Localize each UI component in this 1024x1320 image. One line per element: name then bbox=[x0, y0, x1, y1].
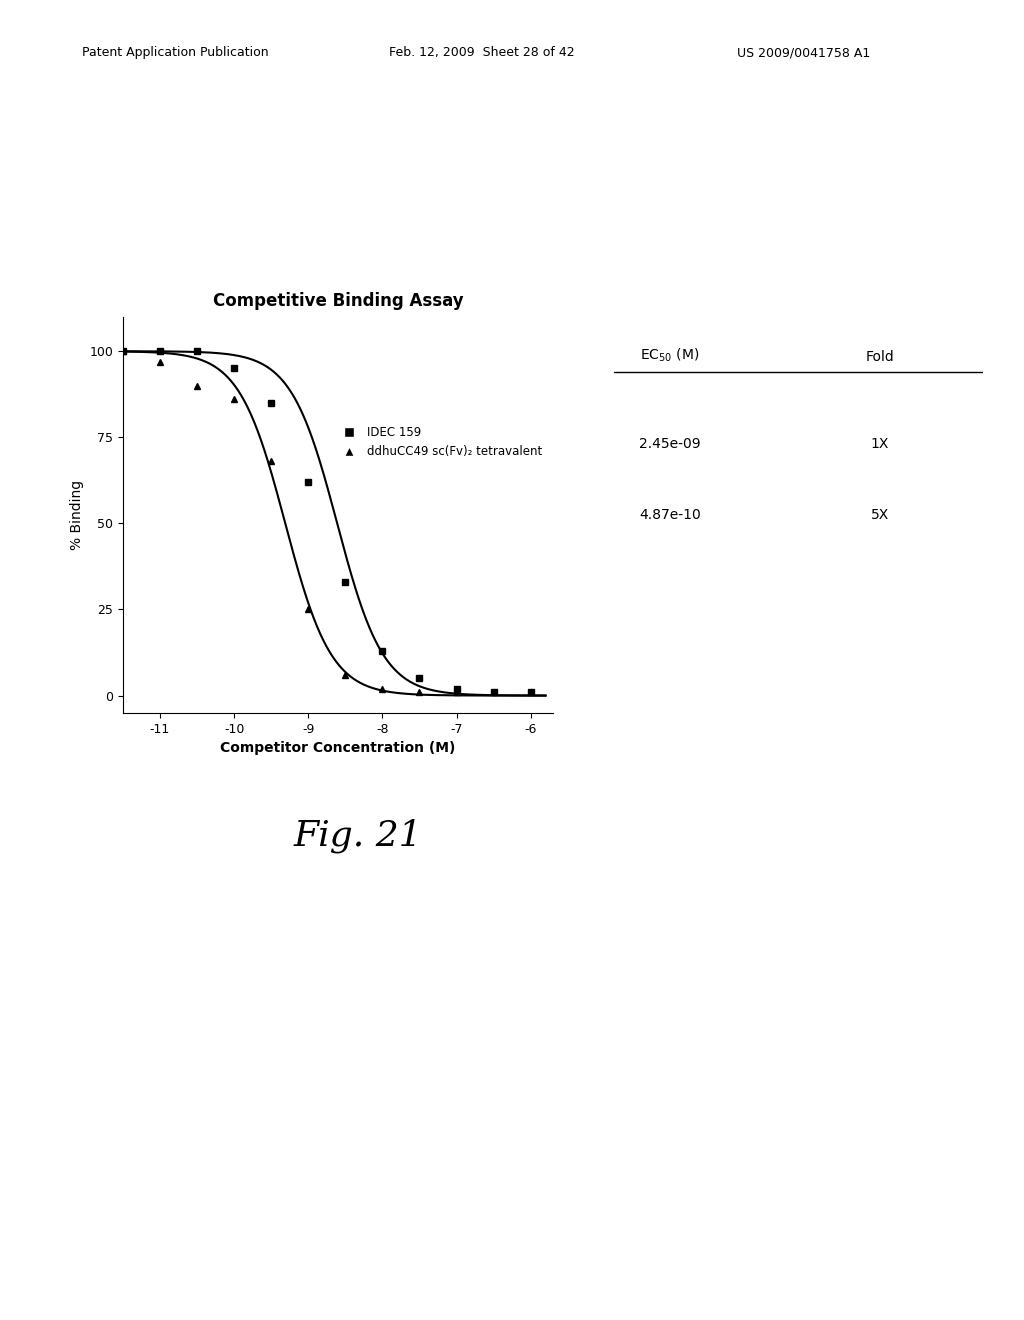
Legend: IDEC 159, ddhuCC49 sc(Fv)₂ tetravalent: IDEC 159, ddhuCC49 sc(Fv)₂ tetravalent bbox=[333, 421, 547, 463]
Text: Patent Application Publication: Patent Application Publication bbox=[82, 46, 268, 59]
Text: 4.87e-10: 4.87e-10 bbox=[639, 508, 700, 521]
Text: 1X: 1X bbox=[870, 437, 889, 450]
X-axis label: Competitor Concentration (M): Competitor Concentration (M) bbox=[220, 741, 456, 755]
Text: EC$_{50}$ (M): EC$_{50}$ (M) bbox=[640, 347, 699, 364]
Text: 5X: 5X bbox=[870, 508, 889, 521]
Text: Fig. 21: Fig. 21 bbox=[294, 818, 423, 853]
Text: Fold: Fold bbox=[865, 350, 894, 364]
Y-axis label: % Binding: % Binding bbox=[70, 479, 84, 550]
Text: US 2009/0041758 A1: US 2009/0041758 A1 bbox=[737, 46, 870, 59]
Text: 2.45e-09: 2.45e-09 bbox=[639, 437, 700, 450]
Text: Feb. 12, 2009  Sheet 28 of 42: Feb. 12, 2009 Sheet 28 of 42 bbox=[389, 46, 574, 59]
Title: Competitive Binding Assay: Competitive Binding Assay bbox=[213, 292, 463, 310]
